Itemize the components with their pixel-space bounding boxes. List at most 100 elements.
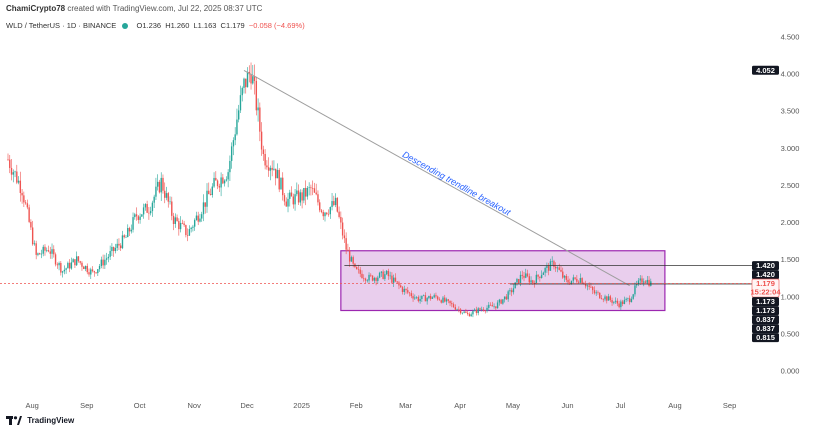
candle [125,234,127,238]
candle-body [130,229,132,232]
candle [167,191,169,208]
candle [257,98,259,122]
candle-body [31,227,34,245]
candle-body [384,274,386,279]
x-tick-label: Jun [562,401,574,410]
candle-body [141,214,143,217]
candle [259,102,261,142]
candle-body [563,275,566,278]
candle [398,280,400,290]
candle-body [329,207,331,215]
price-tag-label: 1.179 [756,279,775,288]
candle-body [14,171,16,173]
candle-body [100,259,103,267]
candle-body [514,282,516,289]
candle [535,270,538,285]
candle [17,176,20,185]
candle [169,196,171,205]
candle-body [437,296,439,300]
candle-body [407,290,409,293]
candle [112,246,115,257]
candle [294,189,296,211]
candle-body [7,159,9,161]
candle-body [466,312,469,314]
candle-body [597,292,599,294]
candle-body [454,307,457,310]
candle [403,285,405,295]
candle-body [128,228,131,232]
candle [218,183,221,193]
candle-layer [7,62,652,318]
candle [491,301,494,307]
candle-body [9,159,11,168]
candle [278,168,280,193]
candle-body [586,285,589,287]
candle [148,207,150,220]
candle-body [340,216,342,223]
candle [442,295,444,304]
candle [186,228,189,242]
candle [202,194,205,222]
candle [107,253,110,263]
candle-body [197,215,199,222]
candle-body [518,278,520,284]
candle [267,157,270,177]
candle-body [560,269,562,272]
candle-body [609,296,612,301]
candle [438,297,441,301]
candle [26,199,29,210]
candle [505,294,508,301]
candle [401,285,404,295]
candle-body [283,195,286,202]
candle-body [542,272,545,275]
brand-footer[interactable]: TradingView [6,416,74,426]
candle-body [565,275,567,280]
candle-body [535,274,538,285]
candle [7,153,9,161]
candle-body [516,278,518,283]
candle-body [419,298,421,302]
candle-body [331,201,333,208]
candle-body [628,298,631,303]
x-tick-label: Oct [134,401,147,410]
candle [539,276,541,282]
candle [357,264,360,274]
candle [614,297,617,304]
candle [542,271,545,275]
candle [149,206,152,216]
candle [232,137,235,156]
candle-body [562,271,564,278]
candle-body [373,277,376,281]
candle [419,295,421,304]
candle-body [202,202,205,215]
candle-body [606,296,608,301]
candle-body [614,300,617,302]
candle [530,276,532,285]
candle-body [120,245,122,249]
candle [493,303,495,309]
symbol-info[interactable]: WLD / TetherUS · 1D · BINANCE O1.236 H1.… [6,21,305,30]
y-tick-label: 3.500 [781,107,800,116]
candle-body [181,222,184,224]
candle [482,307,485,312]
candle [128,226,131,236]
candle [581,277,583,284]
candle-body [338,211,340,217]
symbol-name[interactable]: WLD / TetherUS · 1D · BINANCE [6,21,117,30]
candle-body [415,297,418,298]
candle-body [447,299,449,301]
candle [292,193,295,209]
candle-body [54,254,57,265]
candle-body [192,226,194,228]
candle-body [526,273,529,277]
candle-body [42,246,44,254]
candle [477,307,479,316]
candle [303,187,305,204]
candle-body [137,216,140,220]
candle-body [551,261,553,262]
candle [407,286,409,295]
price-tag-label: 0.837 [756,315,775,324]
candle-body [155,186,157,197]
candle [322,209,324,220]
